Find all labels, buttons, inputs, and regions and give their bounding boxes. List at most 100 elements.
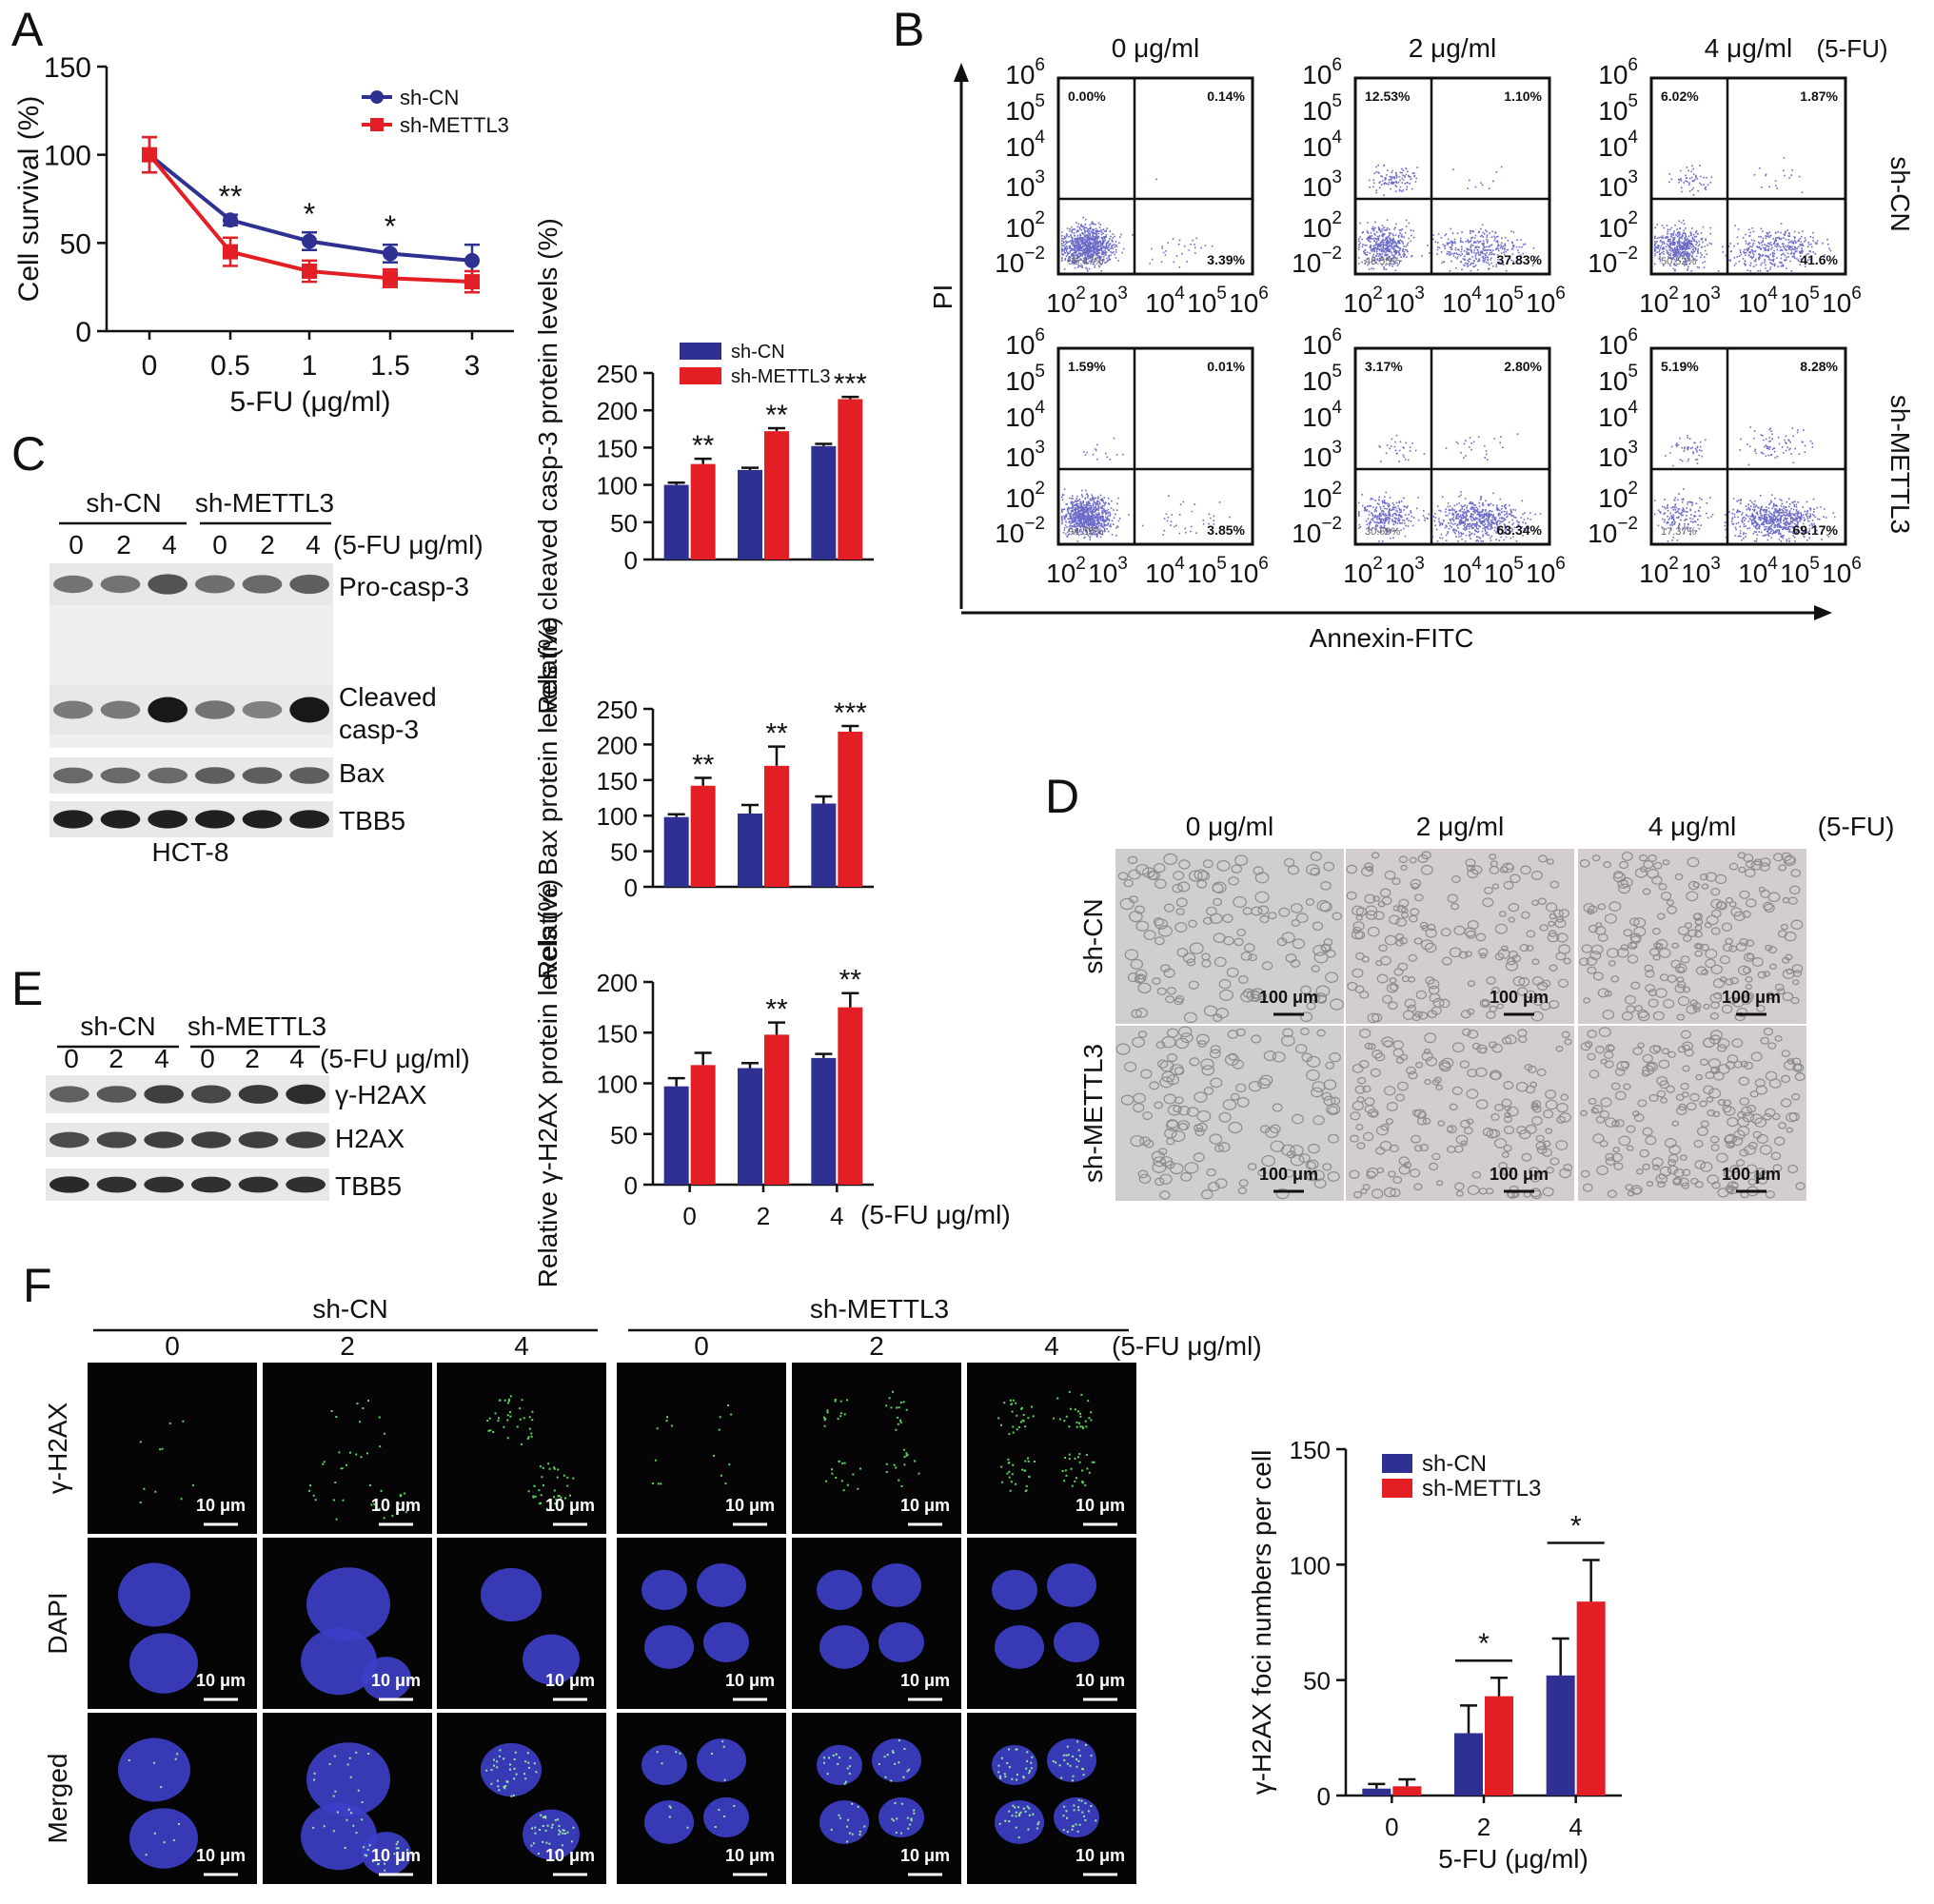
legend-label: sh-CN (400, 86, 459, 109)
dose-label: 4 (289, 1044, 305, 1073)
cleaved-casp3-band (52, 700, 93, 719)
exponent: 6 (1851, 554, 1862, 574)
scale-bar-label: 10 μm (196, 1671, 246, 1690)
nucleus (118, 1562, 190, 1627)
y-tick-label: 150 (597, 434, 638, 462)
y-decade-label: 10−2 (1588, 514, 1638, 548)
legend-marker-sh-cn (370, 90, 384, 104)
scale-bar-label: 10 μm (900, 1671, 950, 1690)
y-tick-label: 0 (75, 317, 91, 348)
dose-label: 4 (514, 1331, 529, 1361)
bar-sh-mettl3 (1576, 1601, 1606, 1796)
h2ax-band (286, 1131, 326, 1148)
quadrant-ur: 2.80% (1504, 359, 1542, 374)
exponent: 2 (1372, 284, 1383, 304)
y-axis-title: Relative γ-H2AX protein levels (%) (533, 879, 562, 1288)
channel-label: γ-H2AX (43, 1402, 72, 1494)
legend-label: sh-CN (731, 342, 785, 363)
sig-stars: * (304, 197, 315, 231)
bar-sh-cn (663, 484, 689, 559)
pro-casp3-band (194, 575, 235, 594)
quadrant-ul: 12.53% (1365, 88, 1411, 104)
micrograph: 100 μm (1578, 849, 1806, 1024)
panel-label-f: F (23, 1259, 52, 1312)
exponent: 2 (1332, 479, 1342, 499)
foci (485, 1749, 575, 1855)
blot-label: TBB5 (339, 806, 405, 835)
scatter-events (1654, 426, 1836, 542)
flow-plot: 1.59% 0.01%94.55% 3.85%10610510410310210−2… (995, 325, 1269, 588)
scale-bar-label: 100 μm (1259, 988, 1318, 1007)
cell-outlines (1349, 1028, 1573, 1200)
channel-label: DAPI (43, 1592, 72, 1654)
x-decade-label: 102 (1343, 284, 1383, 318)
fluor-image: 10 μm (88, 1713, 257, 1884)
exponent: −2 (1321, 244, 1342, 264)
dose-label: 0 (64, 1044, 79, 1073)
pro-casp3-band (100, 575, 141, 594)
tbb5-membrane (49, 801, 333, 837)
dose-label: 2 (116, 530, 131, 559)
tbb5-band (242, 810, 283, 829)
cell-outlines (1579, 852, 1804, 1022)
fluor-image: 10 μm (792, 1363, 961, 1534)
h2ax-band (49, 1131, 89, 1148)
nucleus (697, 1563, 746, 1607)
fluor-image: 10 μm (263, 1538, 432, 1709)
legend-label: sh-METTL3 (1422, 1476, 1541, 1502)
tbb5-band (144, 1176, 185, 1193)
y-decade-label: 103 (1005, 167, 1045, 202)
tbb5-band (49, 1176, 89, 1193)
exponent: 4 (1332, 128, 1342, 147)
y-tick-label: 100 (597, 1070, 638, 1099)
h2ax-band (238, 1131, 279, 1148)
bar-sh-cn (663, 1086, 689, 1185)
y-decade-label: 106 (1005, 55, 1045, 89)
y-decade-label: 103 (1598, 438, 1638, 472)
scale-bar-label: 10 μm (725, 1846, 775, 1865)
exponent: 6 (1332, 325, 1342, 345)
bar-sh-cn (738, 469, 762, 559)
exponent: 2 (1628, 479, 1638, 499)
tbb5-band (194, 810, 235, 829)
legend-swatch-sh-cn (1382, 1454, 1412, 1473)
dose-column-header: 0 μg/ml (1112, 33, 1199, 63)
fluor-image: 10 μm (437, 1363, 606, 1534)
panel-label-b: B (893, 3, 925, 56)
sig-stars: * (1570, 1510, 1582, 1541)
treatment-tag: (5-FU) (1818, 812, 1895, 841)
row-label: sh-CN (1885, 156, 1915, 231)
x-tick-label: 3 (464, 350, 481, 382)
nucleus (306, 1567, 390, 1641)
quadrant-lr: 63.34% (1497, 522, 1543, 538)
dose-column-header: 2 μg/ml (1416, 812, 1504, 841)
exponent: 3 (1710, 284, 1721, 304)
bar-sh-cn (811, 803, 837, 887)
bax-band (100, 767, 141, 784)
nucleus (644, 1800, 694, 1844)
flow-plot: 12.53% 1.10%48.55% 37.83%10610510410310210… (1292, 55, 1566, 318)
micrograph: 100 μm (1115, 849, 1344, 1024)
y-decade-label: 104 (1005, 128, 1045, 162)
quadrant-ur: 0.01% (1207, 359, 1245, 374)
cell-outlines (1580, 1027, 1806, 1199)
exponent: 5 (1809, 554, 1820, 574)
micrograph: 100 μm (1346, 1026, 1574, 1201)
fluor-image: 10 μm (88, 1538, 257, 1709)
group-label: sh-CN (86, 488, 161, 518)
dose-label: 0 (694, 1331, 709, 1361)
exponent: 6 (1332, 55, 1342, 75)
fluor-image: 10 μm (263, 1713, 432, 1884)
fluor-field (437, 1538, 606, 1709)
chart-E: 0 50 100 150 200 0 2 ** 4 ** Relative γ-H2AX prote… (533, 879, 1011, 1288)
gamma-h2ax-band (144, 1085, 185, 1104)
y-decade-label: 102 (1302, 208, 1342, 243)
quadrant-lr: 37.83% (1497, 252, 1543, 267)
pro-casp3-band (242, 575, 283, 594)
x-decade-label: 105 (1187, 284, 1227, 318)
nucleus (872, 1563, 921, 1607)
pi-arrow (954, 63, 969, 82)
